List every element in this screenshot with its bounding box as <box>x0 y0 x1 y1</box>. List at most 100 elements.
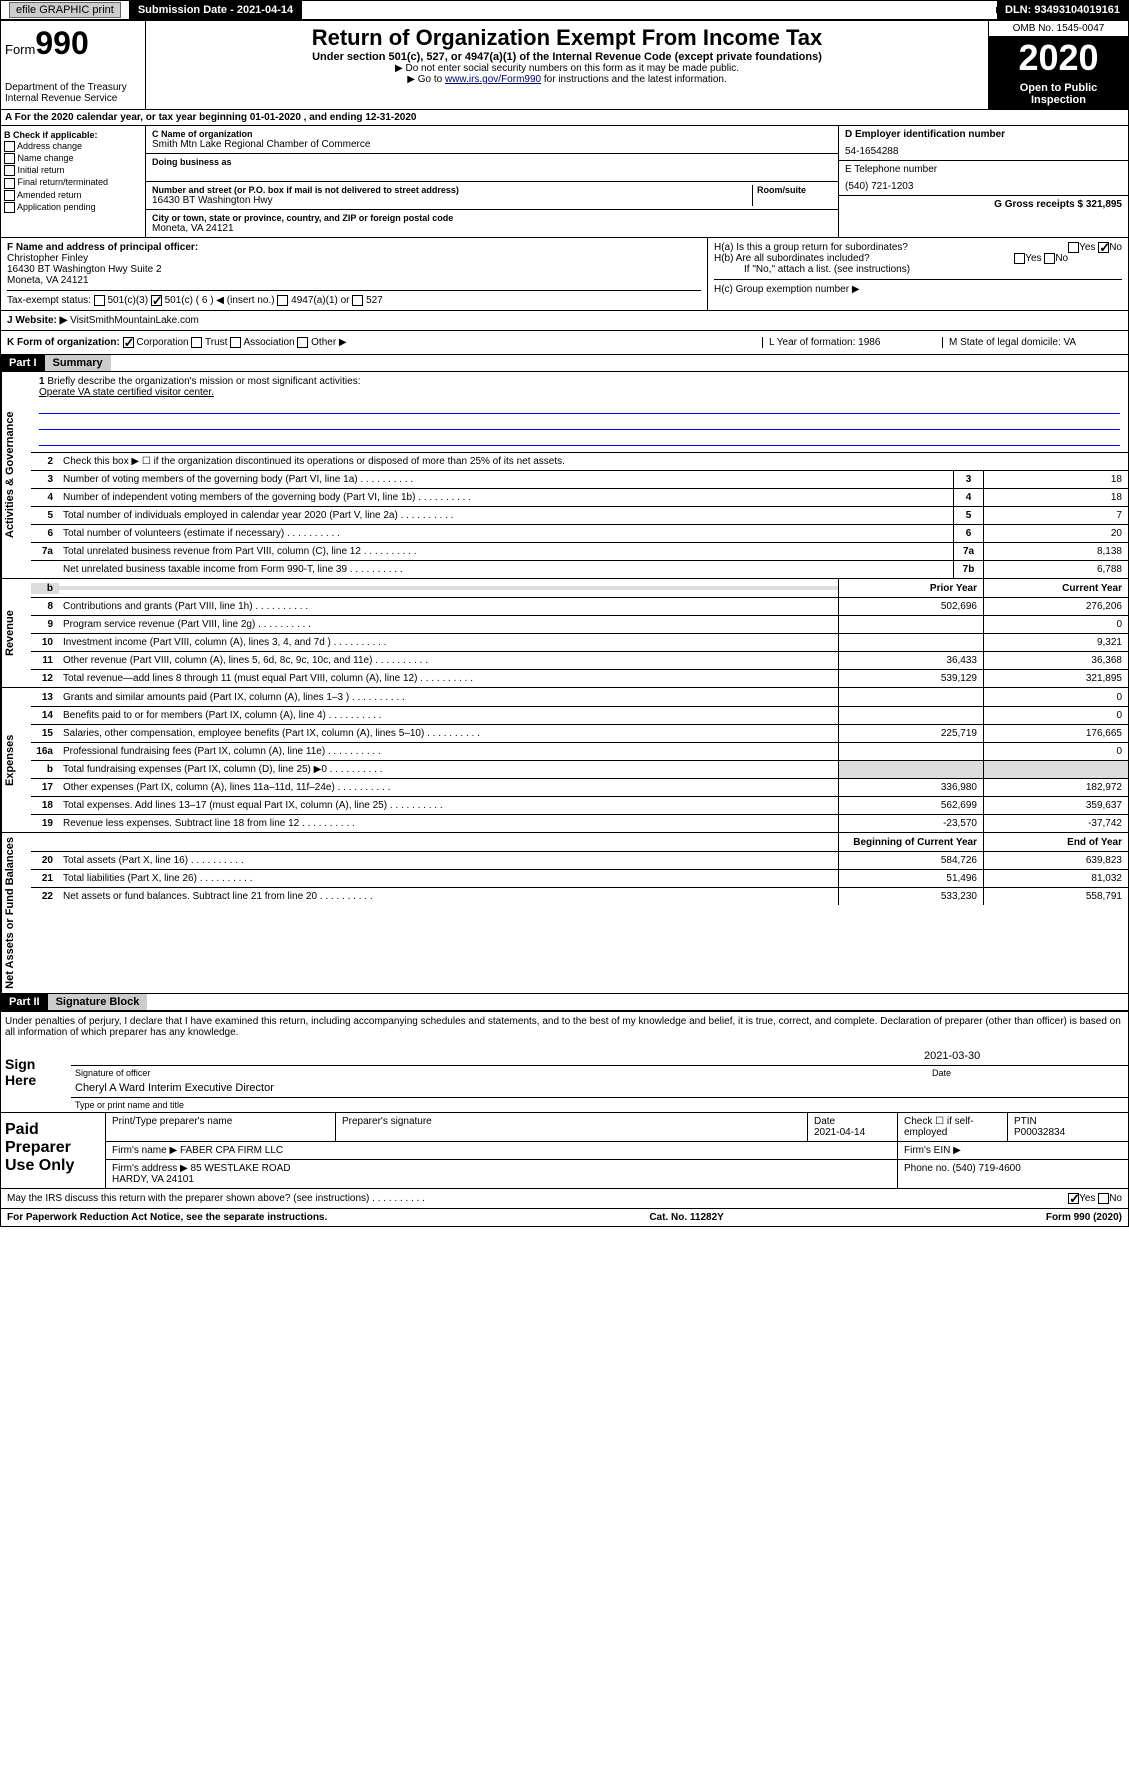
efile-button[interactable]: efile GRAPHIC print <box>9 2 121 18</box>
rev-line: 8Contributions and grants (Part VIII, li… <box>31 597 1128 615</box>
room-label: Room/suite <box>757 185 832 195</box>
firm-phone: Phone no. (540) 719-4600 <box>898 1160 1128 1188</box>
firm-name: FABER CPA FIRM LLC <box>180 1145 283 1156</box>
vtab-netassets: Net Assets or Fund Balances <box>1 833 31 993</box>
dba-label: Doing business as <box>152 157 832 167</box>
form-footer: For Paperwork Reduction Act Notice, see … <box>1 1208 1128 1226</box>
form-version: Form 990 (2020) <box>1046 1212 1122 1223</box>
net-line: 22Net assets or fund balances. Subtract … <box>31 887 1128 905</box>
h-b: H(b) Are all subordinates included? Yes … <box>714 253 1122 264</box>
rev-line: 10Investment income (Part VIII, column (… <box>31 633 1128 651</box>
ein-label: D Employer identification number <box>845 129 1122 140</box>
section-bcd: B Check if applicable: Address change Na… <box>1 125 1128 237</box>
section-a: A For the 2020 calendar year, or tax yea… <box>1 109 1128 125</box>
gov-line: 3Number of voting members of the governi… <box>31 470 1128 488</box>
phone: (540) 721-1203 <box>845 181 1122 192</box>
sign-date: 2021-03-30 <box>924 1050 1124 1063</box>
sig-date-label: Date <box>928 1066 1128 1080</box>
boy-hdr: Beginning of Current Year <box>838 833 983 851</box>
exp-line: 19Revenue less expenses. Subtract line 1… <box>31 814 1128 832</box>
gov-line: 6Total number of volunteers (estimate if… <box>31 524 1128 542</box>
website-row: J Website: ▶ VisitSmithMountainLake.com <box>1 310 1128 330</box>
note-link: ▶ Go to www.irs.gov/Form990 for instruct… <box>150 74 984 85</box>
summary-expenses: Expenses 13Grants and similar amounts pa… <box>1 687 1128 832</box>
form-container: Form990 Department of the Treasury Inter… <box>0 20 1129 1227</box>
h-c: H(c) Group exemption number ▶ <box>714 279 1122 295</box>
chk-initial[interactable]: Initial return <box>4 165 142 176</box>
officer-name: Christopher Finley <box>7 253 701 264</box>
exp-line: 13Grants and similar amounts paid (Part … <box>31 688 1128 706</box>
net-line: 20Total assets (Part X, line 16)584,7266… <box>31 851 1128 869</box>
row-k: K Form of organization: Corporation Trus… <box>1 330 1128 354</box>
vtab-expenses: Expenses <box>1 688 31 832</box>
submission-date: Submission Date - 2021-04-14 <box>130 1 302 19</box>
mission-label: Briefly describe the organization's miss… <box>47 376 360 387</box>
gov-line: 7aTotal unrelated business revenue from … <box>31 542 1128 560</box>
exp-line: 16aProfessional fundraising fees (Part I… <box>31 742 1128 760</box>
phone-label: E Telephone number <box>845 164 1122 175</box>
exp-line: 18Total expenses. Add lines 13–17 (must … <box>31 796 1128 814</box>
col-c: C Name of organizationSmith Mtn Lake Reg… <box>146 126 838 237</box>
col-b-header: B Check if applicable: <box>4 130 142 140</box>
chk-address[interactable]: Address change <box>4 141 142 152</box>
summary-netassets: Net Assets or Fund Balances Beginning of… <box>1 832 1128 993</box>
officer-addr: 16430 BT Washington Hwy Suite 2 Moneta, … <box>7 264 701 286</box>
mission-text: Operate VA state certified visitor cente… <box>39 387 214 398</box>
org-city: Moneta, VA 24121 <box>152 223 832 234</box>
self-employed: Check ☐ if self-employed <box>898 1113 1008 1141</box>
website-url: VisitSmithMountainLake.com <box>70 315 199 326</box>
chk-final[interactable]: Final return/terminated <box>4 177 142 188</box>
prep-date: 2021-04-14 <box>814 1127 865 1138</box>
form-number: Form990 <box>5 25 141 62</box>
gov-line: 5Total number of individuals employed in… <box>31 506 1128 524</box>
exp-line: 15Salaries, other compensation, employee… <box>31 724 1128 742</box>
part1-header: Part ISummary <box>1 354 1128 371</box>
row-fgh: F Name and address of principal officer:… <box>1 237 1128 310</box>
year-formation: L Year of formation: 1986 <box>762 337 942 348</box>
rev-line: 12Total revenue—add lines 8 through 11 (… <box>31 669 1128 687</box>
rev-line: 9Program service revenue (Part VIII, lin… <box>31 615 1128 633</box>
col-d: D Employer identification number 54-16542… <box>838 126 1128 237</box>
sign-here-block: Sign Here 2021-03-30 Signature of office… <box>1 1048 1128 1112</box>
net-line: 21Total liabilities (Part X, line 26)51,… <box>31 869 1128 887</box>
firm-ein-label: Firm's EIN ▶ <box>898 1142 1128 1159</box>
prior-year-hdr: Prior Year <box>838 579 983 597</box>
city-label: City or town, state or province, country… <box>152 213 832 223</box>
chk-name[interactable]: Name change <box>4 153 142 164</box>
gov-line: 4Number of independent voting members of… <box>31 488 1128 506</box>
ptin: P00032834 <box>1014 1127 1065 1138</box>
omb-number: OMB No. 1545-0047 <box>989 21 1128 37</box>
h-note: If "No," attach a list. (see instruction… <box>714 264 1122 275</box>
col-b: B Check if applicable: Address change Na… <box>1 126 146 237</box>
addr-label: Number and street (or P.O. box if mail i… <box>152 185 752 195</box>
irs-link[interactable]: www.irs.gov/Form990 <box>445 74 541 85</box>
dept-label: Department of the Treasury Internal Reve… <box>5 82 141 104</box>
vtab-governance: Activities & Governance <box>1 372 31 578</box>
dln: DLN: 93493104019161 <box>997 1 1128 19</box>
chk-amended[interactable]: Amended return <box>4 190 142 201</box>
officer-label: F Name and address of principal officer: <box>7 242 701 253</box>
line2: Check this box ▶ ☐ if the organization d… <box>59 454 1128 469</box>
paid-preparer-label: Paid Preparer Use Only <box>1 1113 106 1188</box>
org-address: 16430 BT Washington Hwy <box>152 195 752 206</box>
sign-here-label: Sign Here <box>1 1048 71 1112</box>
chk-pending[interactable]: Application pending <box>4 202 142 213</box>
sig-officer-label: Signature of officer <box>71 1066 928 1080</box>
discuss-row: May the IRS discuss this return with the… <box>1 1188 1128 1208</box>
perjury-text: Under penalties of perjury, I declare th… <box>1 1010 1128 1042</box>
top-bar: efile GRAPHIC print Submission Date - 20… <box>0 0 1129 20</box>
gross-receipts: G Gross receipts $ 321,895 <box>839 196 1128 213</box>
open-public: Open to Public Inspection <box>989 79 1128 109</box>
rev-line: 11Other revenue (Part VIII, column (A), … <box>31 651 1128 669</box>
exp-line: 17Other expenses (Part IX, column (A), l… <box>31 778 1128 796</box>
paperwork-notice: For Paperwork Reduction Act Notice, see … <box>7 1212 327 1223</box>
form-title: Return of Organization Exempt From Incom… <box>150 25 984 51</box>
paid-preparer-block: Paid Preparer Use Only Print/Type prepar… <box>1 1112 1128 1188</box>
org-name: Smith Mtn Lake Regional Chamber of Comme… <box>152 139 832 150</box>
tax-exempt-row: Tax-exempt status: 501(c)(3) 501(c) ( 6 … <box>7 290 701 306</box>
ein: 54-1654288 <box>845 146 1122 157</box>
vtab-revenue: Revenue <box>1 579 31 687</box>
current-year-hdr: Current Year <box>983 579 1128 597</box>
catalog-number: Cat. No. 11282Y <box>649 1212 723 1223</box>
efile-label: efile GRAPHIC print <box>1 1 130 19</box>
